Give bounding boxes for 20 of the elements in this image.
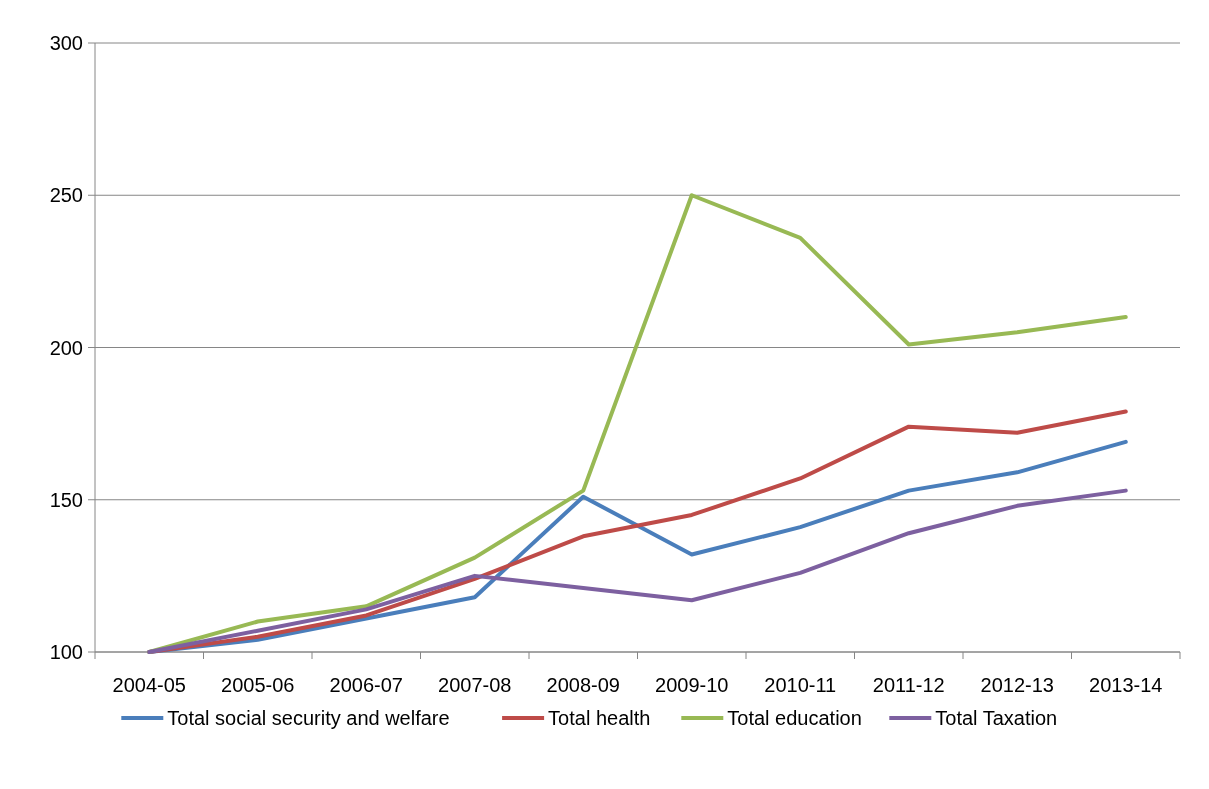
x-tick-label: 2005-06 — [221, 674, 295, 696]
y-tick-label: 250 — [49, 184, 83, 207]
y-tick-label: 200 — [49, 336, 83, 359]
x-tick-label: 2009-10 — [655, 674, 729, 696]
x-tick-label: 2006-07 — [329, 674, 403, 696]
line-series — [147, 488, 1128, 654]
x-tick-label: 2007-08 — [438, 674, 512, 696]
legend-label: Total health — [548, 707, 651, 729]
legend-label: Total education — [727, 707, 862, 729]
x-tick-label: 2012-13 — [980, 674, 1054, 696]
x-tick-label: 2008-09 — [546, 674, 620, 696]
legend-label: Total Taxation — [935, 707, 1058, 729]
x-tick-label: 2010-11 — [764, 674, 837, 696]
x-tick-label: 2013-14 — [1089, 674, 1163, 696]
y-tick-label: 100 — [49, 641, 83, 663]
legend-label: Total social security and welfare — [167, 707, 450, 729]
x-tick-label: 2004-05 — [112, 674, 186, 696]
x-tick-label: 2011-12 — [872, 674, 945, 696]
y-tick-label: 150 — [49, 488, 83, 511]
y-tick-label: 300 — [49, 32, 83, 54]
